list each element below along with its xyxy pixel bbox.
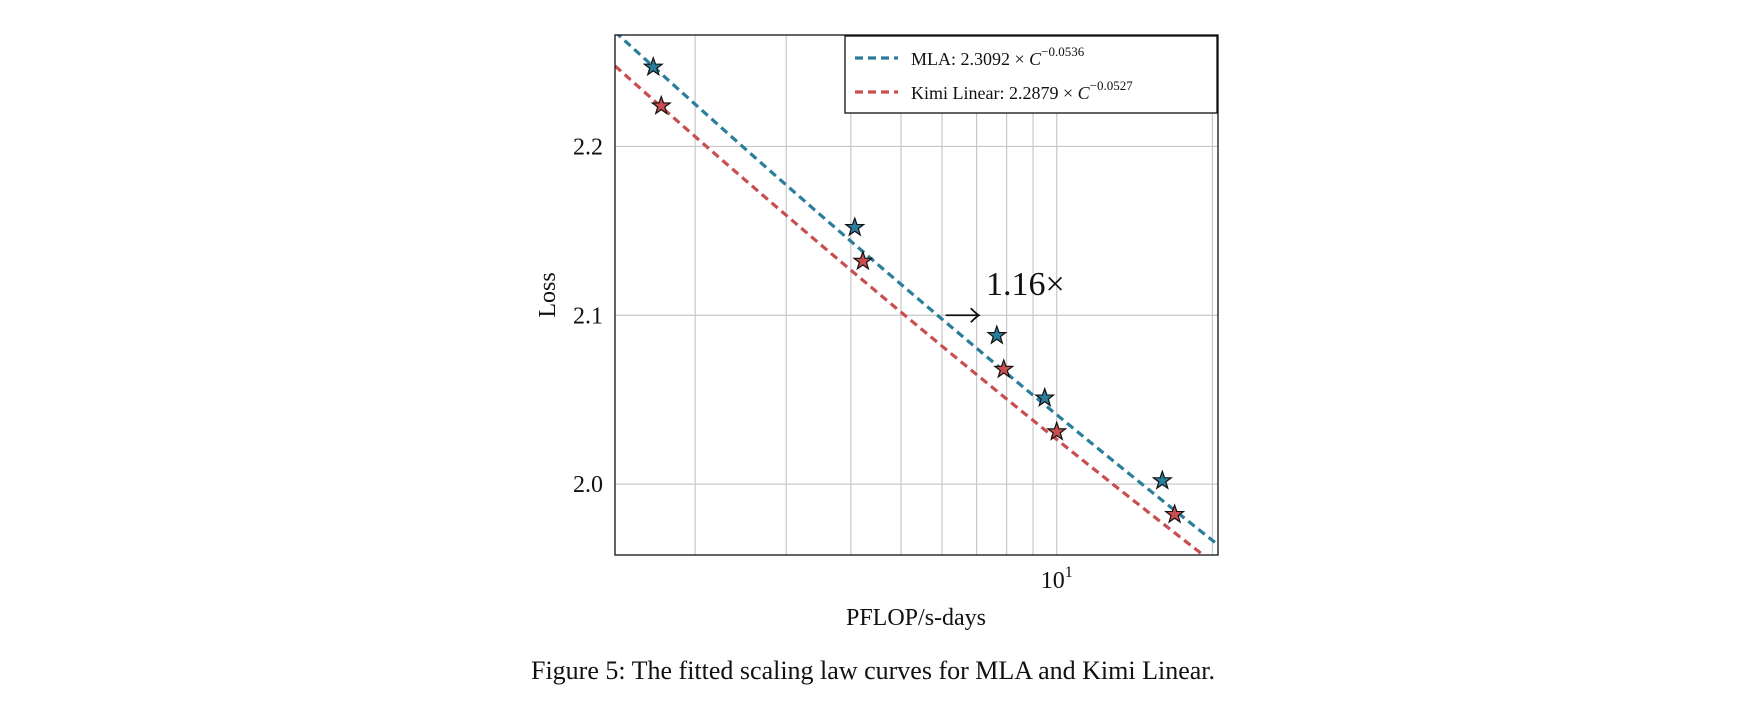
legend: MLA: 2.3092 × C−0.0536 Kimi Linear: 2.28… [844, 35, 1218, 114]
fit-line-kimi-linear [615, 64, 1206, 555]
legend-mla-exp: −0.0536 [1041, 44, 1085, 59]
legend-mla-name: MLA: [911, 49, 961, 69]
fit-line-mla [616, 35, 1218, 547]
legend-kimi-var: C [1078, 83, 1091, 103]
x-axis-label: PFLOP/s-days [846, 605, 986, 631]
legend-kimi-name: Kimi Linear: [911, 83, 1009, 103]
x-tick-label: 101 [1041, 564, 1073, 594]
legend-mla-times: × [1010, 49, 1029, 69]
y-tick-label: 2.1 [573, 303, 603, 329]
speedup-arrowhead [970, 307, 981, 323]
figure-caption: Figure 5: The fitted scaling law curves … [530, 656, 1216, 685]
legend-entry-kimi: Kimi Linear: 2.2879 × C−0.0527 [911, 78, 1133, 103]
speedup-label: 1.16× [986, 266, 1065, 303]
legend-kimi-coef: 2.2879 [1009, 83, 1059, 103]
y-tick-label: 2.2 [573, 134, 603, 160]
plot-frame [614, 34, 1219, 556]
legend-entry-mla: MLA: 2.3092 × C−0.0536 [911, 44, 1085, 69]
legend-mla-coef: 2.3092 [961, 49, 1011, 69]
grid-lines [615, 35, 1218, 555]
y-axis-ticks: 2.0 2.1 2.2 [573, 134, 603, 498]
x-axis-ticks: 101 [1041, 564, 1073, 594]
y-tick-label: 2.0 [573, 472, 603, 498]
legend-kimi-times: × [1058, 83, 1077, 103]
speedup-annotation: 1.16× [945, 266, 1065, 323]
legend-box [844, 35, 1218, 114]
legend-mla-var: C [1029, 49, 1042, 69]
legend-kimi-exp: −0.0527 [1090, 78, 1134, 93]
fit-lines [615, 35, 1218, 555]
y-axis-label: Loss [535, 272, 561, 317]
